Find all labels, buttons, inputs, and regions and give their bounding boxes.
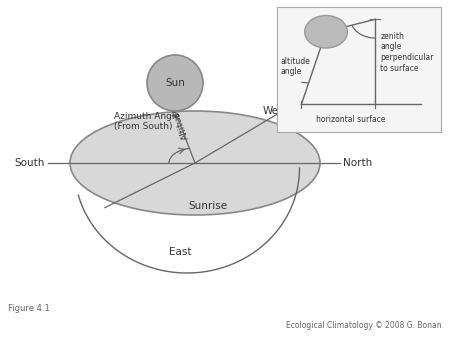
- Circle shape: [147, 55, 203, 111]
- Text: North: North: [343, 158, 372, 168]
- Text: zenith
angle: zenith angle: [380, 32, 404, 51]
- Ellipse shape: [70, 111, 320, 215]
- Text: altitude
angle: altitude angle: [280, 57, 310, 76]
- Text: West: West: [262, 106, 288, 116]
- Text: Ecological Climatology © 2008 G. Bonan: Ecological Climatology © 2008 G. Bonan: [286, 321, 442, 330]
- Text: Altitude: Altitude: [170, 104, 191, 140]
- Text: perpendicular
to surface: perpendicular to surface: [380, 53, 434, 73]
- Text: East: East: [169, 247, 191, 257]
- Text: Azimuth Angle
(From South): Azimuth Angle (From South): [114, 112, 180, 131]
- Text: horizontal surface: horizontal surface: [316, 115, 385, 124]
- Text: Sunset: Sunset: [289, 125, 324, 135]
- Text: Sun: Sun: [165, 78, 185, 88]
- Text: Figure 4.1: Figure 4.1: [8, 304, 50, 313]
- Text: Sunrise: Sunrise: [188, 201, 227, 211]
- Text: South: South: [14, 158, 45, 168]
- Circle shape: [305, 16, 347, 48]
